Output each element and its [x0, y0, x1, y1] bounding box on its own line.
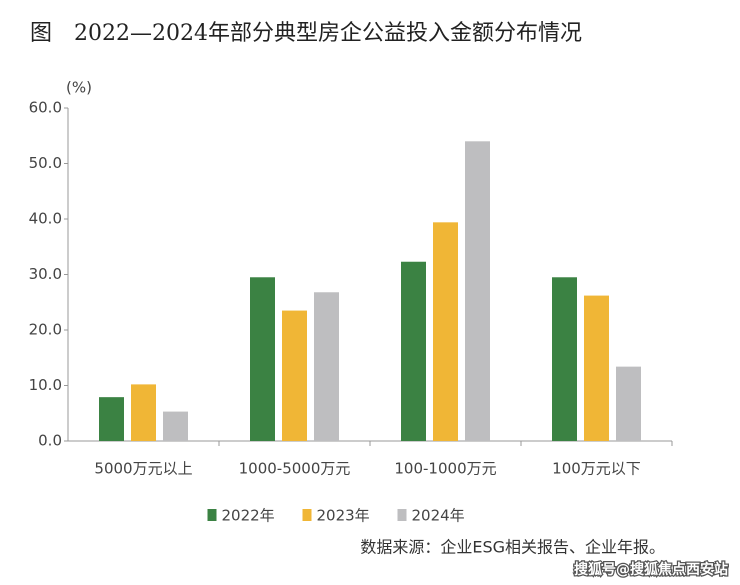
y-tick-label: 10.0 — [29, 376, 62, 394]
bar — [282, 310, 307, 441]
y-tick-label: 50.0 — [29, 154, 62, 172]
bar — [250, 277, 275, 441]
x-tick-label: 1000-5000万元 — [239, 460, 351, 478]
x-tick-label: 100-1000万元 — [394, 460, 496, 478]
y-tick-label: 40.0 — [29, 210, 62, 228]
bar — [552, 277, 577, 441]
legend-swatch — [207, 509, 217, 521]
legend-label: 2024年 — [412, 507, 465, 525]
bar — [465, 141, 490, 442]
bar — [401, 261, 426, 441]
bar — [584, 295, 609, 441]
legend-label: 2023年 — [317, 507, 370, 525]
source-note: 数据来源：企业ESG相关报告、企业年报。 — [360, 538, 665, 557]
bar — [163, 411, 188, 441]
bar — [314, 292, 339, 441]
bar — [616, 366, 641, 441]
y-tick-label: 20.0 — [29, 321, 62, 339]
x-tick-label: 100万元以下 — [552, 460, 641, 478]
bar — [433, 222, 458, 441]
bar — [99, 397, 124, 441]
chart-title: 图 2022—2024年部分典型房企公益投入金额分布情况 — [30, 21, 582, 46]
legend-swatch — [397, 509, 407, 521]
y-tick-label: 60.0 — [29, 99, 62, 117]
bar — [131, 384, 156, 441]
x-tick-label: 5000万元以上 — [94, 460, 192, 478]
watermark: 搜狐号@搜狐焦点西安站 — [574, 561, 728, 578]
y-tick-label: 30.0 — [29, 265, 62, 283]
y-tick-label: 0.0 — [38, 432, 62, 450]
y-axis-label: (%) — [66, 79, 92, 97]
legend-swatch — [302, 509, 312, 521]
legend-label: 2022年 — [222, 507, 275, 525]
